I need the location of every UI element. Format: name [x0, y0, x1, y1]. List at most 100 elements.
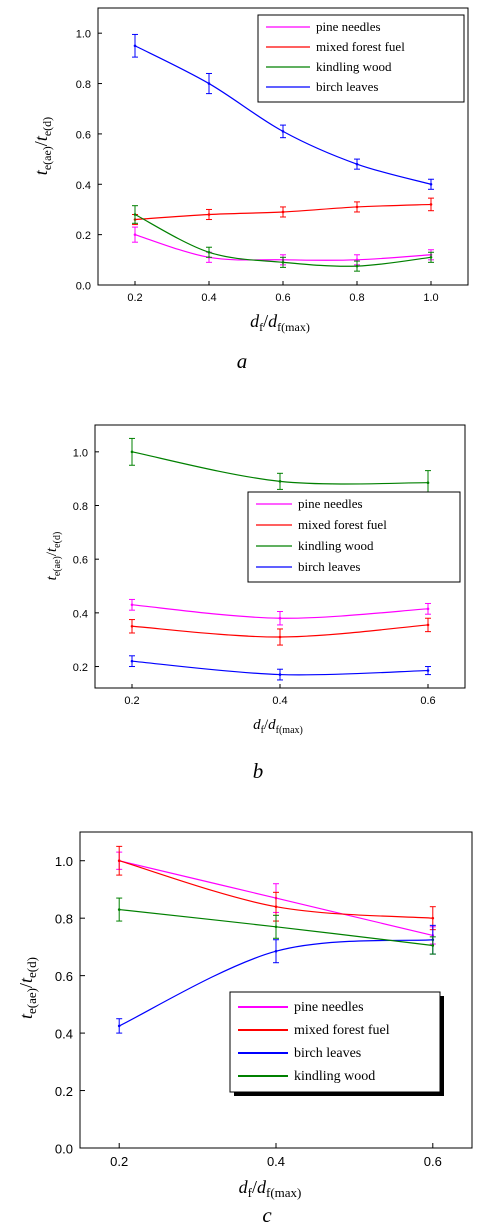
x-tick-label: 0.4	[267, 1154, 285, 1169]
x-axis-label-part: f	[259, 320, 263, 334]
y-tick-label: 0.2	[76, 230, 91, 242]
x-axis-label-part: d	[253, 717, 261, 733]
data-point	[429, 203, 433, 206]
series-mixed-forest-fuel	[132, 197, 434, 226]
data-point	[281, 261, 285, 264]
series-mixed-forest-fuel	[129, 617, 431, 646]
x-tick-label: 0.2	[127, 292, 142, 304]
series-kindling-wood	[129, 437, 431, 496]
data-point	[274, 925, 278, 929]
y-tick-label: 0.8	[76, 79, 91, 91]
data-point	[117, 859, 121, 863]
data-point	[355, 205, 359, 209]
y-axis-label-part: e(ae)	[40, 146, 54, 170]
data-point	[130, 659, 134, 663]
legend-label: kindling wood	[298, 538, 374, 553]
y-tick-label: 0.0	[76, 281, 91, 293]
data-point	[431, 916, 435, 920]
x-tick-label: 0.6	[275, 292, 290, 304]
y-tick-label: 0.2	[73, 662, 88, 674]
series-mixed-forest-fuel	[116, 845, 436, 931]
data-point	[429, 182, 433, 186]
y-tick-label: 0.4	[73, 608, 88, 620]
x-axis-label-part: d	[268, 311, 278, 331]
y-axis-label-part: e(d)	[52, 532, 63, 548]
data-point	[355, 162, 359, 166]
x-axis-label-part: /	[264, 717, 269, 733]
y-tick-label: 0.6	[73, 555, 88, 567]
y-tick-label: 0.6	[76, 129, 91, 141]
x-tick-label: 0.2	[124, 695, 139, 707]
y-tick-label: 0.4	[55, 1027, 73, 1042]
legend-label: birch leaves	[316, 79, 378, 94]
data-point	[207, 213, 211, 216]
data-point	[355, 264, 359, 268]
data-point	[133, 44, 137, 48]
x-tick-label: 0.4	[272, 695, 287, 707]
legend: pine needles mixed forest fuel kindling wo…	[247, 491, 461, 583]
legend: pine needles mixed forest fuel birch leave…	[229, 991, 444, 1096]
data-point	[278, 673, 282, 676]
series-birch-leaves	[132, 33, 434, 190]
data-point	[133, 213, 137, 216]
data-point	[207, 250, 211, 254]
legend-label: pine needles	[294, 1000, 364, 1015]
data-point	[426, 607, 430, 611]
x-tick-label: 0.6	[424, 1154, 442, 1169]
data-point	[426, 623, 430, 627]
data-point	[274, 949, 278, 953]
x-axis-label-part: d	[239, 1177, 249, 1197]
panel-caption: c	[262, 1203, 272, 1227]
y-axis-label-part: /	[44, 551, 60, 556]
legend-label: birch leaves	[294, 1046, 361, 1061]
data-point	[117, 908, 121, 911]
y-axis-label-part: t	[31, 135, 51, 141]
data-point	[274, 905, 278, 908]
y-axis-label-part: e(d)	[24, 957, 39, 978]
y-tick-label: 0.4	[76, 180, 91, 192]
y-axis-label-part: t	[44, 575, 60, 580]
x-tick-label: 0.6	[420, 695, 435, 707]
legend-label: pine needles	[316, 19, 381, 34]
series-kindling-wood	[132, 205, 434, 272]
x-axis-label-part: f(max)	[266, 1185, 301, 1200]
data-point	[130, 624, 134, 628]
y-tick-label: 0.2	[55, 1084, 73, 1099]
y-tick-label: 1.0	[73, 447, 88, 459]
series-pine-needles	[129, 598, 431, 626]
x-axis-label-part: d	[257, 1177, 267, 1197]
data-point	[355, 258, 359, 262]
data-point	[130, 450, 134, 454]
data-point	[278, 480, 282, 483]
x-axis-label-part: f	[248, 1185, 253, 1200]
plot-frame	[79, 831, 473, 1149]
x-axis-label-part: f(max)	[277, 320, 310, 334]
chart-a: 0.2 0.4 0.6 0.8 1.0 0.0 0.2 0.4 0.6 0.8 1.0 pine ne…	[31, 7, 469, 373]
panel-caption: a	[237, 349, 248, 373]
y-tick-label: 0.8	[55, 912, 73, 927]
chart-c: 0.2 0.4 0.6 0.0 0.2 0.4 0.6 0.8 1.0 pine needles m…	[16, 831, 473, 1227]
x-axis-label-part: /	[263, 311, 268, 331]
panel-caption: b	[253, 759, 264, 783]
x-axis-label-part: d	[268, 717, 276, 733]
legend-label: mixed forest fuel	[294, 1023, 390, 1038]
data-point	[281, 210, 285, 214]
y-tick-label: 0.8	[73, 501, 88, 513]
y-axis-label: te(ae)/te(d)	[44, 532, 63, 581]
y-axis-label-part: /	[31, 141, 51, 146]
y-axis-label-part: t	[31, 169, 51, 175]
legend-label: kindling wood	[294, 1069, 375, 1084]
y-tick-label: 0.0	[55, 1142, 73, 1157]
y-axis-label-part: e(ae)	[24, 988, 39, 1014]
y-axis-label: te(ae)/te(d)	[16, 957, 39, 1019]
x-tick-label: 0.8	[349, 292, 364, 304]
y-tick-label: 1.0	[55, 854, 73, 869]
y-axis-label: te(ae)/te(d)	[31, 117, 54, 175]
data-point	[207, 82, 211, 85]
legend: pine needles mixed forest fuel kindling wo…	[257, 14, 465, 103]
y-axis-label-part: e(ae)	[52, 556, 63, 576]
data-point	[281, 130, 285, 133]
chart-b: 0.2 0.4 0.6 0.2 0.4 0.6 0.8 1.0 pine needles mixe…	[44, 424, 466, 783]
y-axis-label-part: t	[44, 547, 60, 552]
